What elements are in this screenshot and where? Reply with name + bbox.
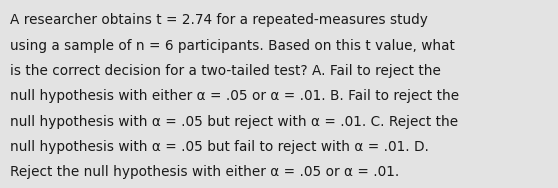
Text: Reject the null hypothesis with either α = .05 or α = .01.: Reject the null hypothesis with either α… [10,165,400,179]
Text: null hypothesis with either α = .05 or α = .01. B. Fail to reject the: null hypothesis with either α = .05 or α… [10,89,459,103]
Text: A researcher obtains t = 2.74 for a repeated-measures study: A researcher obtains t = 2.74 for a repe… [10,13,428,27]
Text: is the correct decision for a two-tailed test? A. Fail to reject the: is the correct decision for a two-tailed… [10,64,441,78]
Text: null hypothesis with α = .05 but fail to reject with α = .01. D.: null hypothesis with α = .05 but fail to… [10,140,429,154]
Text: null hypothesis with α = .05 but reject with α = .01. C. Reject the: null hypothesis with α = .05 but reject … [10,115,458,129]
Text: using a sample of n = 6 participants. Based on this t value, what: using a sample of n = 6 participants. Ba… [10,39,455,52]
